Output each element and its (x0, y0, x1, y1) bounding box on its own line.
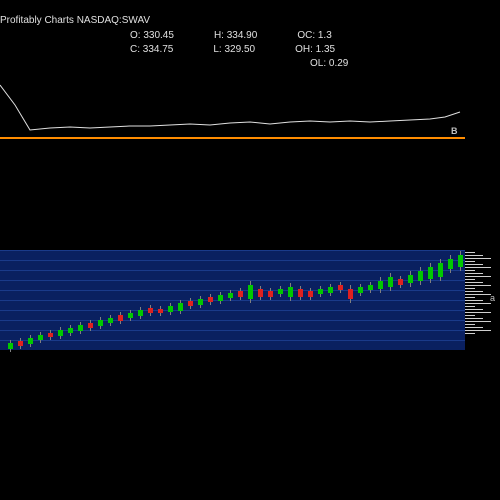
close-value: 334.75 (143, 44, 174, 55)
oh-label: OH: (295, 44, 313, 55)
ol-label: OL: (310, 58, 326, 69)
marker-a: a (490, 293, 495, 303)
oc-field: OC: 1.3 (297, 30, 331, 41)
chart-title: Profitably Charts NASDAQ:SWAV (0, 15, 150, 26)
marker-b: B (451, 126, 458, 136)
oc-value: 1.3 (318, 30, 332, 41)
low-value: 329.50 (225, 44, 256, 55)
oc-label: OC: (297, 30, 315, 41)
close-field: C: 334.75 (130, 44, 173, 55)
open-label: O: (130, 30, 141, 41)
ohlc-row-3: OL: 0.29 (310, 58, 348, 69)
divider-line (0, 137, 465, 139)
price-line-chart (0, 80, 465, 140)
low-label: L: (213, 44, 221, 55)
high-field: H: 334.90 (214, 30, 257, 41)
high-label: H: (214, 30, 224, 41)
close-label: C: (130, 44, 140, 55)
ol-field: OL: 0.29 (310, 58, 348, 69)
oh-field: OH: 1.35 (295, 44, 335, 55)
low-field: L: 329.50 (213, 44, 255, 55)
high-value: 334.90 (227, 30, 258, 41)
ol-value: 0.29 (329, 58, 348, 69)
open-field: O: 330.45 (130, 30, 174, 41)
ohlc-row-1: O: 330.45 H: 334.90 OC: 1.3 (130, 30, 332, 41)
ohlc-row-2: C: 334.75 L: 329.50 OH: 1.35 (130, 44, 335, 55)
open-value: 330.45 (143, 30, 174, 41)
oh-value: 1.35 (316, 44, 335, 55)
candlestick-chart (0, 245, 465, 355)
